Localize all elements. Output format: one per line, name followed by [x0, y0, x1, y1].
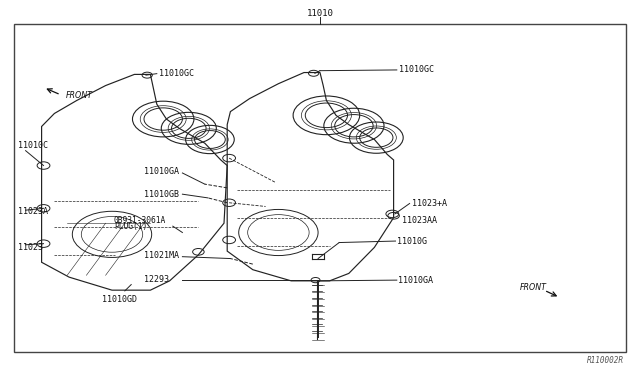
- Text: 11010G: 11010G: [397, 237, 427, 246]
- Text: R110002R: R110002R: [587, 356, 624, 365]
- Text: 11010GC: 11010GC: [159, 69, 194, 78]
- Text: 11023A: 11023A: [18, 207, 48, 216]
- Text: FRONT: FRONT: [520, 283, 547, 292]
- Text: 11010GC: 11010GC: [399, 65, 434, 74]
- Bar: [14, 24, 626, 352]
- Text: 11023: 11023: [18, 243, 43, 252]
- Text: 11010GA: 11010GA: [398, 276, 433, 285]
- Text: 11010GD: 11010GD: [102, 295, 138, 304]
- Text: 0B931-3061A: 0B931-3061A: [114, 216, 166, 225]
- Text: 11023+A: 11023+A: [412, 199, 447, 208]
- Text: 12293: 12293: [144, 275, 169, 284]
- Text: 11023AA: 11023AA: [402, 216, 437, 225]
- Text: 11010GB: 11010GB: [144, 190, 179, 199]
- Text: FRONT: FRONT: [66, 92, 93, 100]
- Text: 11010: 11010: [307, 9, 333, 17]
- Text: 11010C: 11010C: [18, 141, 48, 150]
- Text: 11021MA: 11021MA: [144, 251, 179, 260]
- Text: 11010GA: 11010GA: [144, 167, 179, 176]
- Text: PLUG(1): PLUG(1): [114, 222, 147, 231]
